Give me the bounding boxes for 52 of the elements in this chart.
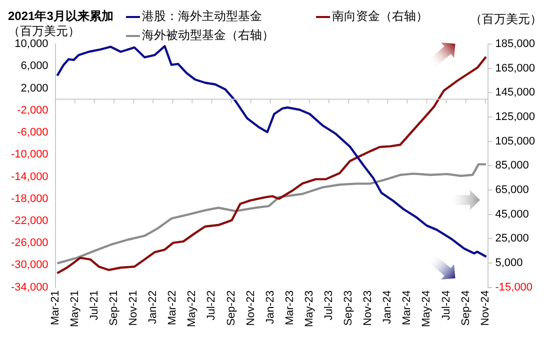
x-tick-label: May-23 — [303, 290, 316, 328]
y-tick-label: 6,000 — [20, 60, 48, 72]
y2-tick-label: 165,000 — [495, 62, 536, 74]
x-tick-label: Nov-22 — [244, 290, 257, 326]
x-tick-label: Sep-21 — [108, 290, 120, 326]
x-tick-label: Jul-21 — [88, 290, 100, 320]
legend-label: 海外被动型基金（右轴） — [142, 27, 274, 44]
y2-tick-label: 85,000 — [495, 160, 529, 172]
y2-tick-label: 25,000 — [495, 232, 529, 245]
x-tick-label: Jul-24 — [440, 290, 452, 320]
legend-label: 港股：海外主动型基金 — [142, 8, 262, 25]
y-tick-label: -26,000 — [10, 237, 48, 250]
y-tick-label: -34,000 — [10, 281, 48, 294]
y-tick-label: -2,000 — [17, 104, 48, 116]
y-tick-label: 2,000 — [20, 82, 48, 94]
y-tick-label: -30,000 — [10, 259, 48, 272]
x-tick-label: Jul-23 — [323, 290, 336, 320]
x-tick-label: Sep-23 — [342, 290, 355, 326]
y-axis-title: （百万美元） — [8, 23, 80, 39]
x-tick-label: Mar-22 — [166, 290, 179, 326]
x-tick-label: Nov-21 — [128, 290, 140, 326]
y-tick-label: 10,000 — [14, 38, 48, 50]
y2-tick-label: 5,000 — [495, 257, 523, 270]
x-tick-label: Mar-23 — [284, 290, 296, 326]
y2-tick-label: -15,000 — [495, 281, 533, 294]
x-tick-label: May-22 — [186, 290, 198, 328]
y-tick-label: -18,000 — [10, 192, 48, 205]
y-tick-label: -14,000 — [10, 170, 48, 183]
y-tick-label: -10,000 — [10, 148, 48, 161]
y2-tick-label: 125,000 — [495, 111, 536, 124]
x-tick-label: Nov-24 — [479, 290, 492, 326]
x-tick-label: Sep-22 — [225, 290, 238, 326]
y2-tick-label: 45,000 — [495, 208, 529, 220]
x-tick-label: Jan-23 — [264, 290, 276, 324]
x-tick-label: Sep-24 — [460, 290, 472, 326]
x-tick-label: Mar-21 — [49, 290, 62, 326]
x-tick-label: Jul-22 — [206, 290, 218, 320]
y-tick-label: -6,000 — [17, 126, 48, 139]
x-tick-label: Jan-24 — [382, 290, 394, 324]
chart-title: 2021年3月以来累加 — [8, 8, 114, 24]
y2-tick-label: 105,000 — [495, 135, 536, 148]
y2-axis-title: （百万美元） — [470, 11, 542, 28]
x-tick-label: Mar-24 — [401, 290, 414, 326]
x-tick-label: May-24 — [420, 290, 433, 328]
x-tick-label: Jan-22 — [147, 290, 160, 324]
x-tick-label: Nov-23 — [362, 290, 374, 326]
y-tick-label: -22,000 — [10, 214, 48, 227]
y2-tick-label: 65,000 — [495, 184, 529, 196]
y2-tick-label: 185,000 — [495, 38, 536, 50]
y2-tick-label: 145,000 — [495, 86, 536, 99]
x-tick-label: May-21 — [68, 290, 81, 328]
legend-label: 南向资金（右轴） — [332, 8, 428, 25]
